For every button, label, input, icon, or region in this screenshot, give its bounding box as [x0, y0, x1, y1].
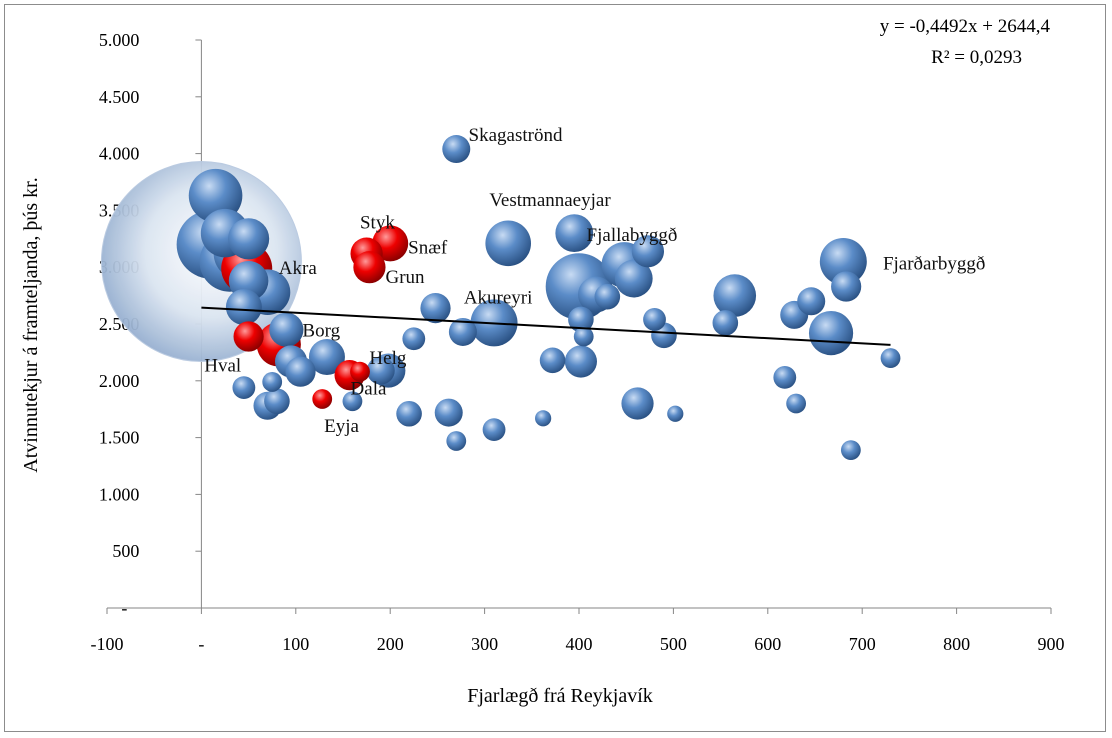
bubble-red — [312, 389, 333, 409]
x-tick-label: 100 — [282, 634, 309, 654]
bubble-blue — [573, 326, 594, 347]
bubble-blue — [225, 288, 262, 325]
bubble-blue — [831, 271, 862, 302]
bubble-blue — [797, 287, 826, 316]
bubble-blue — [621, 387, 654, 420]
bubble-blue — [631, 235, 665, 268]
x-axis-title: Fjarlægð frá Reykjavík — [467, 685, 653, 707]
bubble-blue — [308, 338, 345, 375]
x-tick-label: 400 — [566, 634, 593, 654]
bubble-blue — [539, 347, 566, 374]
y-tick-label: 2.000 — [99, 371, 140, 391]
bubble-blue — [614, 259, 653, 298]
x-tick-label: 700 — [849, 634, 876, 654]
trendline — [201, 306, 891, 346]
point-label: Fjarðarbyggð — [883, 253, 985, 274]
point-label: Akra — [279, 258, 318, 279]
point-label: Skagaströnd — [469, 125, 563, 146]
x-tick-label: 300 — [471, 634, 498, 654]
x-tick-label: - — [198, 634, 204, 654]
y-tick-label: 4.000 — [99, 144, 140, 164]
bubble-blue — [840, 440, 861, 460]
labels-layer: Skagaströnd Vestmannaeyjar Styk Snæf Akra Gru… — [204, 125, 985, 437]
x-tick-label: 900 — [1038, 634, 1065, 654]
bubble-blue — [232, 376, 256, 400]
x-tick-label: 600 — [754, 634, 781, 654]
x-tick-label: -100 — [91, 634, 124, 654]
bubble-blue — [819, 238, 867, 286]
point-label: Borg — [302, 320, 340, 341]
y-axis-title: Atvinnutekjur á framteljanda, þús kr. — [20, 177, 42, 472]
y-tick-label: 1.500 — [99, 428, 140, 448]
bubble-blue — [342, 391, 363, 412]
bubble-blue — [434, 398, 463, 427]
bubble-blue — [482, 418, 506, 442]
trendline-r2: R² = 0,0293 — [931, 47, 1022, 68]
point-label: Grun — [385, 267, 425, 288]
bubble-blue — [188, 168, 243, 223]
point-label: Eyja — [324, 416, 359, 437]
axes-layer: -5001.0001.5002.0002.5003.0003.5004.0004… — [91, 30, 1065, 654]
bubble-blue — [594, 283, 621, 310]
x-tick-label: 500 — [660, 634, 687, 654]
bubble-blue — [786, 393, 807, 414]
y-tick-label: 500 — [112, 541, 139, 561]
bubble-blue — [446, 431, 467, 451]
bubble-blue — [366, 356, 395, 385]
point-label: Styk — [360, 213, 395, 234]
y-tick-label: - — [121, 598, 127, 618]
bubble-blue — [420, 292, 451, 324]
bubble-blue — [667, 405, 684, 422]
trendline-equation: y = -0,4492x + 2644,4 — [880, 16, 1051, 37]
y-tick-label: 4.500 — [99, 87, 140, 107]
bubble-blue — [555, 214, 594, 253]
bubble-blue — [485, 220, 531, 267]
bubble-blue — [228, 218, 270, 260]
bubble-red — [233, 321, 264, 352]
y-tick-label: 1.000 — [99, 484, 140, 504]
bubble-blue — [535, 410, 552, 427]
bubble-blue — [264, 388, 290, 415]
trendline-layer — [201, 306, 891, 346]
bubble-blue — [773, 365, 797, 389]
x-tick-label: 200 — [377, 634, 404, 654]
bubble-blue — [448, 317, 477, 346]
point-label: Akureyri — [464, 288, 533, 309]
bubble-blue — [402, 327, 426, 351]
point-label: Fjallabyggð — [587, 225, 678, 246]
bubble-blue — [712, 310, 739, 336]
point-label: Helg — [369, 348, 406, 369]
chart-frame: -5001.0001.5002.0002.5003.0003.5004.0004… — [4, 4, 1106, 732]
bubble-blue — [442, 135, 471, 164]
bubble-red — [353, 251, 386, 284]
point-label: Snæf — [408, 238, 448, 259]
x-tick-label: 800 — [943, 634, 970, 654]
bubble-blue — [269, 312, 304, 347]
bubble-blue — [564, 345, 597, 378]
bubble-blue — [396, 400, 422, 427]
bubble-blue — [285, 356, 316, 387]
bubble-blue — [713, 274, 757, 317]
bubble-blue — [262, 372, 283, 392]
point-label: Vestmannaeyjar — [489, 190, 611, 211]
point-label: Hval — [204, 356, 241, 377]
bubble-blue — [643, 308, 666, 331]
bubble-blue — [880, 348, 901, 368]
point-label: Dala — [351, 378, 387, 399]
y-tick-label: 5.000 — [99, 30, 140, 50]
bubble-red — [350, 361, 370, 382]
bubble-blue — [568, 306, 594, 333]
bubble-blue — [808, 310, 854, 356]
bubbles-layer — [100, 135, 901, 460]
bubble-chart: -5001.0001.5002.0002.5003.0003.5004.0004… — [20, 16, 1065, 707]
